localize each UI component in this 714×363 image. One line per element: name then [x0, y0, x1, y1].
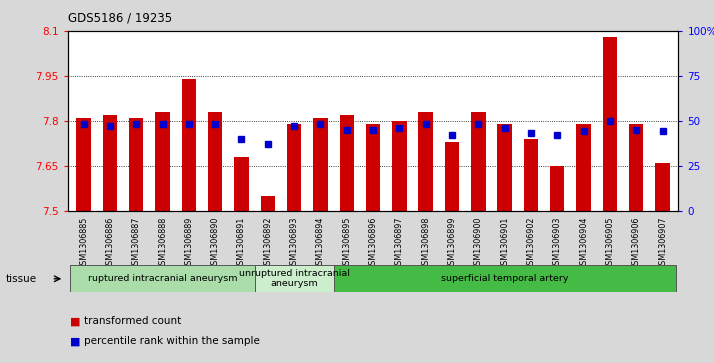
Bar	[366, 124, 381, 211]
Bar	[418, 112, 433, 211]
Bar	[523, 139, 538, 211]
Bar	[181, 79, 196, 211]
Text: superficial temporal artery: superficial temporal artery	[441, 274, 568, 283]
Bar	[333, 265, 675, 292]
Bar	[287, 124, 301, 211]
Bar	[156, 112, 170, 211]
Text: unruptured intracranial
aneurysm: unruptured intracranial aneurysm	[238, 269, 350, 288]
Text: transformed count: transformed count	[84, 316, 181, 326]
Bar	[71, 265, 255, 292]
Bar	[255, 265, 333, 292]
Bar	[261, 196, 275, 211]
Bar	[655, 163, 670, 211]
Bar	[234, 157, 248, 211]
Bar	[603, 37, 617, 211]
Bar	[313, 118, 328, 211]
Text: ■: ■	[70, 336, 81, 346]
Bar	[103, 115, 117, 211]
Bar	[498, 124, 512, 211]
Text: ruptured intracranial aneurysm: ruptured intracranial aneurysm	[88, 274, 237, 283]
Bar	[76, 118, 91, 211]
Bar	[629, 124, 643, 211]
Text: ■: ■	[70, 316, 81, 326]
Bar	[392, 121, 406, 211]
Bar	[340, 115, 354, 211]
Bar	[471, 112, 486, 211]
Bar	[576, 124, 590, 211]
Bar	[208, 112, 223, 211]
Text: GDS5186 / 19235: GDS5186 / 19235	[68, 12, 172, 25]
Bar	[445, 142, 459, 211]
Text: percentile rank within the sample: percentile rank within the sample	[84, 336, 260, 346]
Bar	[129, 118, 144, 211]
Text: tissue: tissue	[6, 274, 37, 284]
Bar	[550, 166, 565, 211]
